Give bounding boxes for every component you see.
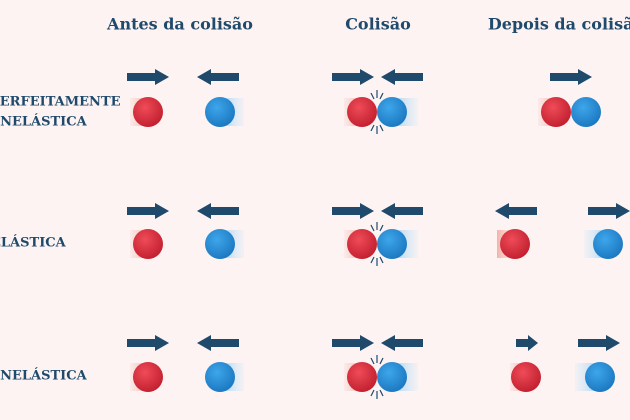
row-label: INELÁSTICA bbox=[0, 368, 88, 384]
row-label: INELÁSTICA bbox=[0, 114, 88, 130]
row-label: ELÁSTICA bbox=[0, 235, 67, 251]
column-header: Colisão bbox=[345, 15, 411, 34]
column-header: Antes da colisão bbox=[106, 15, 253, 34]
column-header: Depois da colisão bbox=[488, 15, 630, 34]
row-label: PERFEITAMENTE bbox=[0, 95, 121, 110]
illustration bbox=[127, 69, 630, 400]
